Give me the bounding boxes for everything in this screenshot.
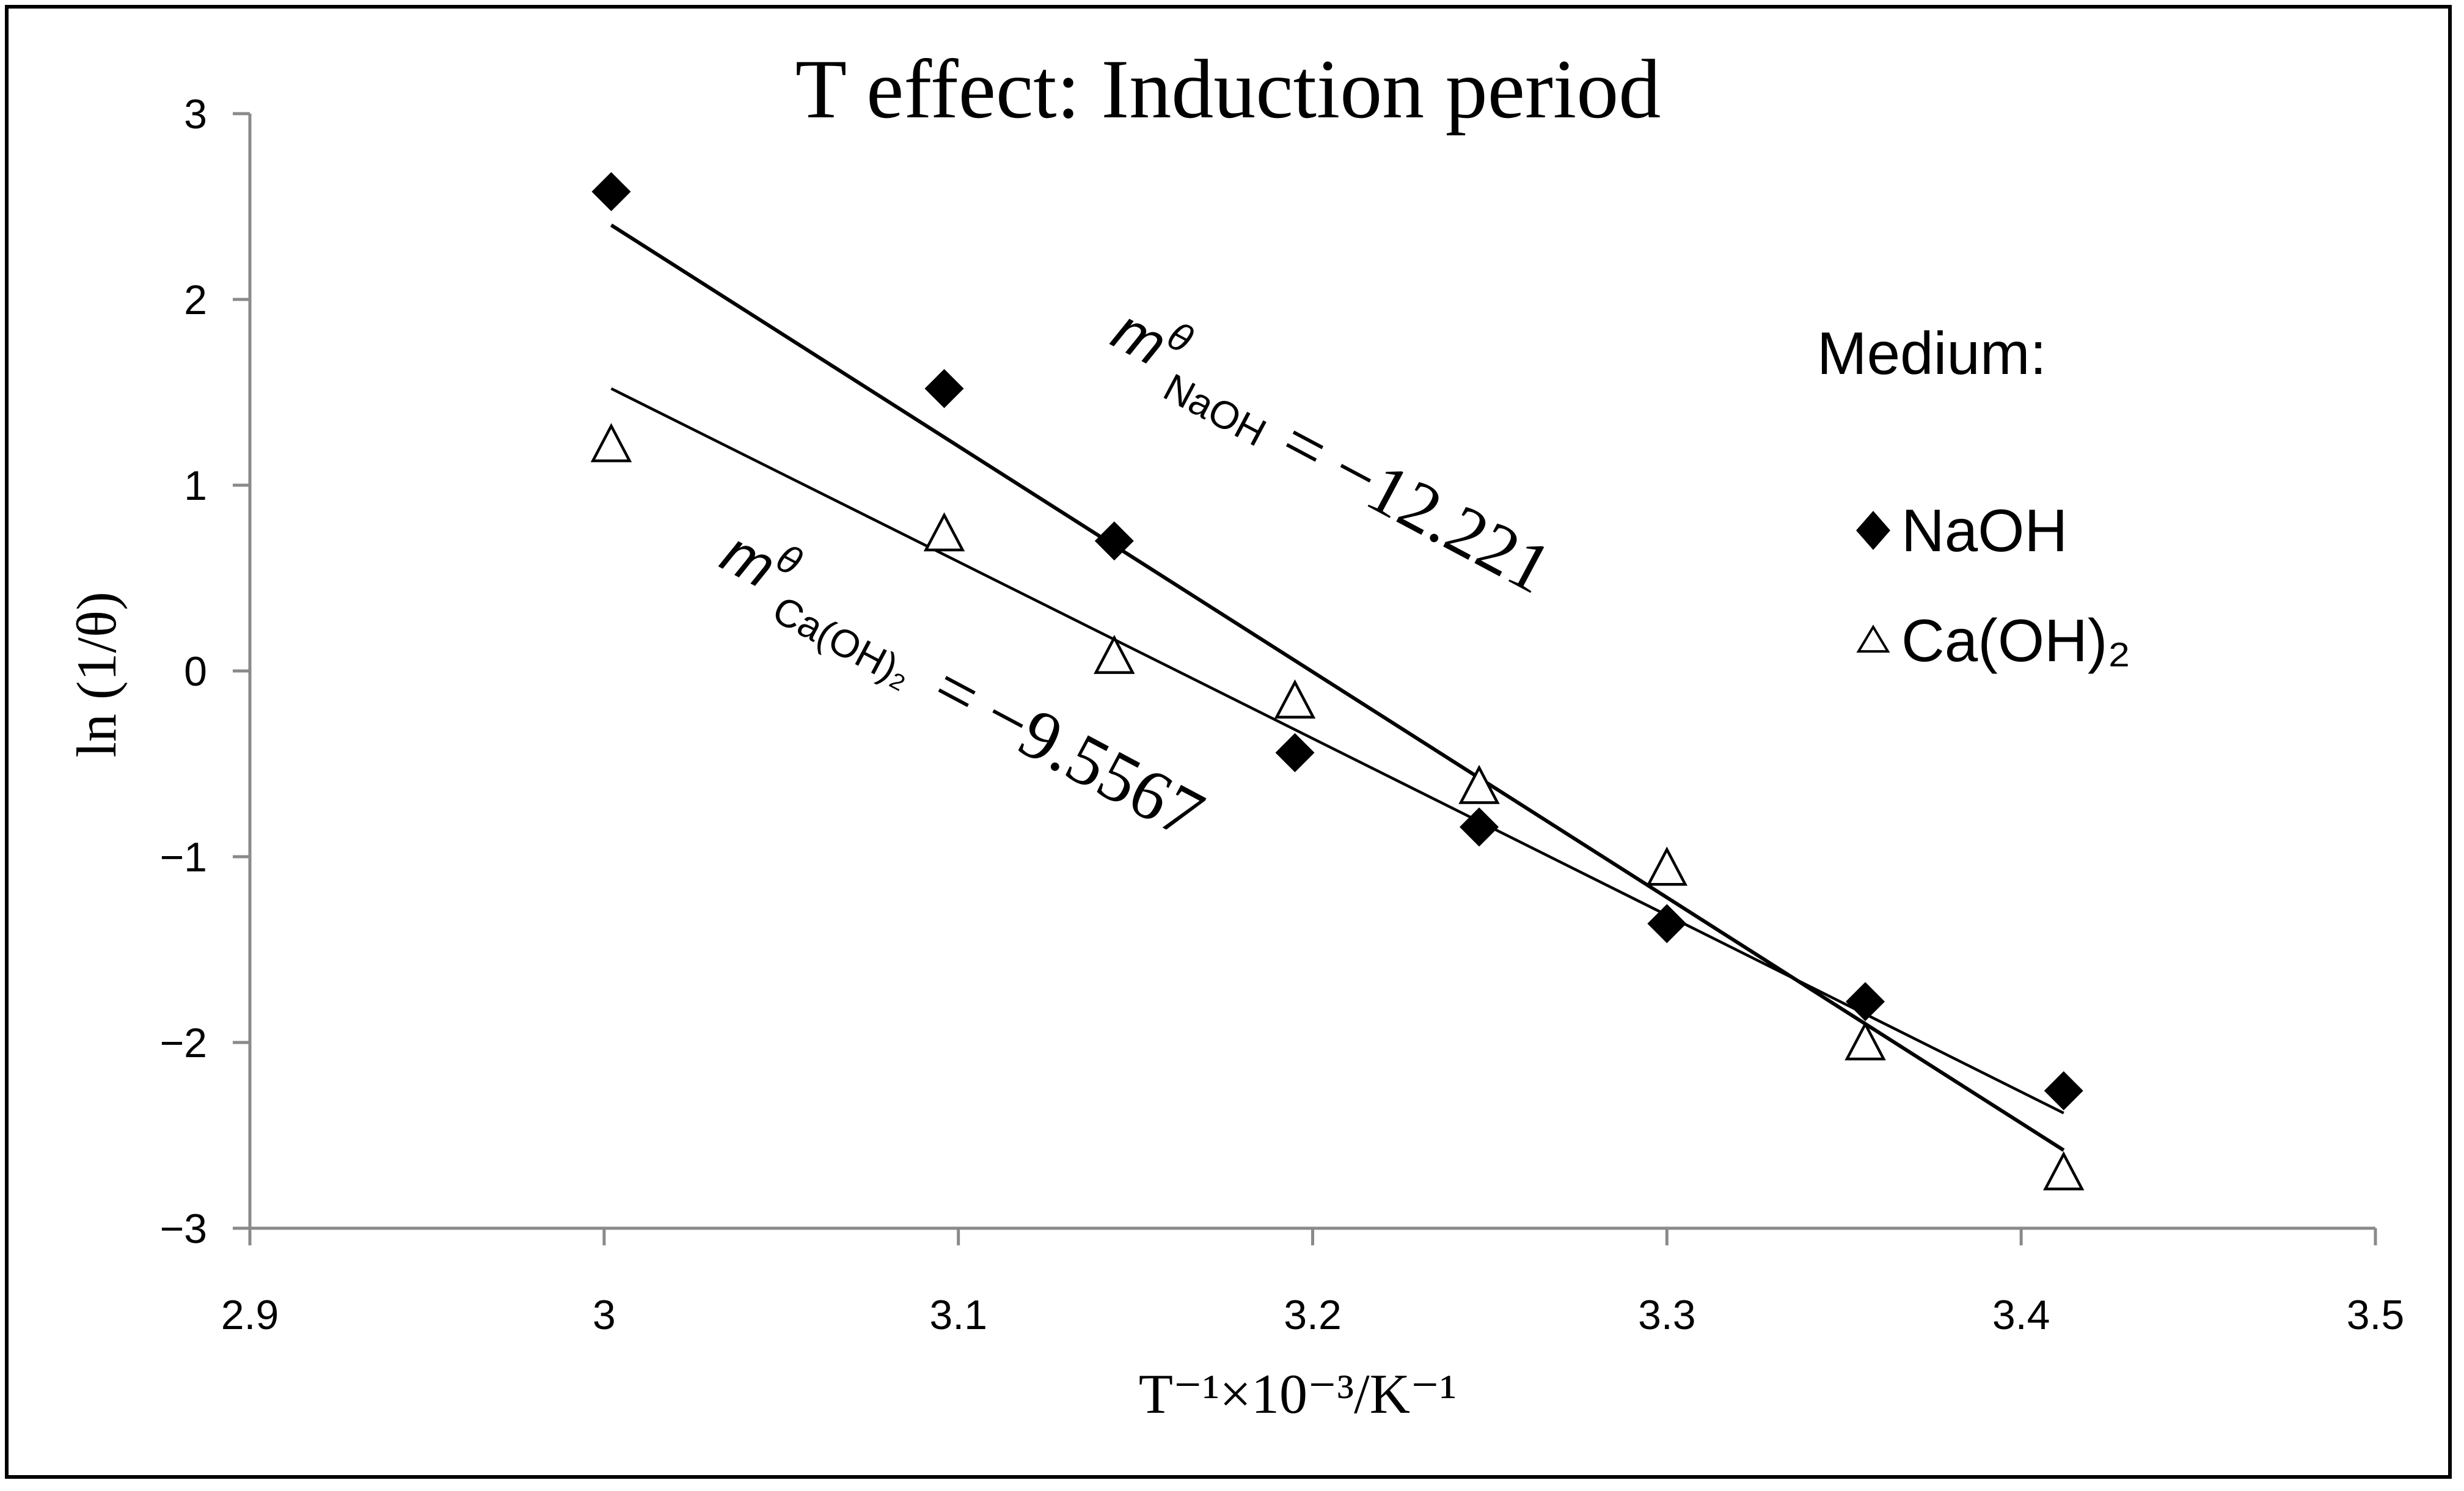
caoh2-point (1094, 634, 1135, 674)
naoh-point (1275, 733, 1315, 772)
naoh-slope-subscript: NaOH (1157, 365, 1273, 455)
svg-text:mθNaOH: mθNaOH (1094, 290, 1296, 455)
trendlines (610, 223, 2065, 1152)
legend-naoh-label: NaOH (1901, 497, 2067, 564)
caoh2-trendline (610, 387, 2064, 1115)
y-tick-label: −1 (159, 834, 207, 881)
naoh-point (1647, 904, 1687, 943)
naoh-point (1094, 521, 1134, 561)
naoh-slope-value: = −12.221 (1268, 403, 1563, 609)
svg-text:mθCa(OH)₂: mθCa(OH)₂ (703, 512, 941, 697)
caoh2-point (590, 423, 632, 463)
naoh-trendline (610, 223, 2065, 1152)
caoh2-point (1274, 679, 1316, 719)
naoh-point (1460, 807, 1499, 847)
chart-frame: T effect: Induction period 2.9 3 3.1 3.2 3.3… (5, 5, 2452, 1479)
y-axis-label: ln (1/θ) (65, 592, 128, 757)
x-tick-label: 3.5 (2347, 1292, 2405, 1338)
legend-naoh-marker (1856, 511, 1890, 550)
naoh-point (924, 368, 964, 408)
caoh2-slope-symbol: m (711, 518, 787, 600)
naoh-slope-symbol: m (1102, 295, 1178, 378)
svg-text:= −9.5567: = −9.5567 (921, 648, 1216, 854)
caoh2-point (2043, 1151, 2085, 1191)
x-tick-label: 2.9 (221, 1292, 279, 1338)
legend-title: Medium: (1817, 320, 2047, 387)
naoh-slope-annotation: mθNaOH = −12.221 (1094, 290, 1563, 609)
axis-ticks: 2.9 3 3.1 3.2 3.3 3.4 3.5 3 2 1 0 −1 −2 −3 (159, 91, 2404, 1338)
y-tick-label: 1 (184, 463, 207, 509)
caoh2-point (923, 512, 965, 552)
y-tick-label: −3 (159, 1206, 207, 1252)
x-tick-label: 3.3 (1638, 1292, 1696, 1338)
naoh-point (1846, 982, 1885, 1022)
chart-title: T effect: Induction period (795, 42, 1661, 136)
chart-svg: T effect: Induction period 2.9 3 3.1 3.2 3.3… (65, 42, 2404, 1425)
caoh2-slope-subscript: Ca(OH)₂ (766, 587, 918, 697)
x-tick-label: 3.1 (929, 1292, 987, 1338)
caoh2-point (1646, 846, 1688, 886)
legend: Medium: NaOH Ca(OH)₂ (1817, 320, 2131, 674)
legend-caoh2-marker (1856, 625, 1890, 653)
y-tick-label: 2 (184, 277, 207, 323)
x-tick-label: 3.2 (1284, 1292, 1342, 1338)
caoh2-point (1844, 1021, 1886, 1061)
data-markers (590, 172, 2085, 1191)
x-axis-label: T⁻¹×10⁻³/K⁻¹ (1139, 1363, 1457, 1425)
y-tick-label: −2 (159, 1020, 207, 1066)
x-tick-label: 3 (593, 1292, 616, 1338)
naoh-point (591, 172, 631, 211)
legend-caoh2-label: Ca(OH)₂ (1901, 607, 2131, 674)
y-tick-label: 3 (184, 91, 207, 137)
caoh2-slope-value: = −9.5567 (921, 648, 1216, 854)
naoh-point (2044, 1071, 2083, 1111)
svg-text:= −12.221: = −12.221 (1268, 403, 1563, 609)
caoh2-point (1458, 764, 1500, 804)
x-tick-label: 3.4 (1992, 1292, 2050, 1338)
y-tick-label: 0 (184, 648, 207, 695)
